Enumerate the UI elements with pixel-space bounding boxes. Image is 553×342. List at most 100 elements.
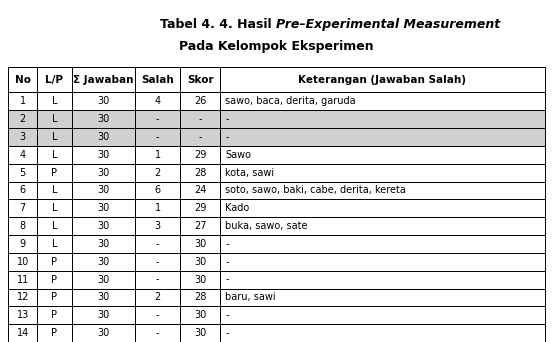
Bar [135,164,180,182]
Text: 30: 30 [97,328,109,338]
Text: Pre–Experimental Measurement: Pre–Experimental Measurement [276,18,501,31]
Bar [71,146,135,164]
Text: 30: 30 [97,203,109,213]
Text: 1: 1 [155,203,161,213]
Bar [71,164,135,182]
Bar [71,289,135,306]
Text: 30: 30 [97,257,109,267]
Bar [37,324,71,342]
Bar [135,146,180,164]
Bar [135,217,180,235]
Bar [180,67,220,92]
Bar [8,164,37,182]
Bar [71,110,135,128]
Text: 10: 10 [17,257,29,267]
Text: 30: 30 [97,150,109,160]
Bar [37,182,71,199]
Text: 6: 6 [20,185,26,195]
Text: P: P [51,328,58,338]
Bar [220,235,545,253]
Text: P: P [51,292,58,302]
Bar [8,110,37,128]
Text: Pada Kelompok Eksperimen: Pada Kelompok Eksperimen [179,40,374,53]
Bar [135,128,180,146]
Text: 30: 30 [97,168,109,177]
Bar [8,199,37,217]
Text: L: L [51,114,57,124]
Text: 8: 8 [20,221,26,231]
Text: L: L [51,132,57,142]
Text: 30: 30 [97,275,109,285]
Text: 30: 30 [194,328,206,338]
Text: L: L [51,203,57,213]
Text: buka, sawo, sate: buka, sawo, sate [225,221,307,231]
Bar [37,110,71,128]
Bar [8,92,37,110]
Text: 30: 30 [97,132,109,142]
Text: 3: 3 [155,221,161,231]
Text: 29: 29 [194,150,206,160]
Text: 26: 26 [194,96,206,106]
Bar [220,92,545,110]
Text: 2: 2 [20,114,26,124]
Text: L: L [51,150,57,160]
Text: baru, sawi: baru, sawi [225,292,276,302]
Text: 2: 2 [154,168,161,177]
Text: 30: 30 [97,221,109,231]
Text: L: L [51,185,57,195]
Bar [8,235,37,253]
Bar [135,199,180,217]
Bar [71,235,135,253]
Text: Σ Jawaban: Σ Jawaban [73,75,133,84]
Text: 12: 12 [17,292,29,302]
Text: No: No [15,75,31,84]
Bar [180,146,220,164]
Text: 30: 30 [97,96,109,106]
Bar [37,128,71,146]
Bar [220,110,545,128]
Bar [8,306,37,324]
Bar [180,271,220,289]
Text: Tabel 4. 4. Hasil: Tabel 4. 4. Hasil [160,18,276,31]
Bar [180,164,220,182]
Bar [71,182,135,199]
Bar [8,128,37,146]
Bar [71,199,135,217]
Text: 28: 28 [194,168,206,177]
Bar [37,271,71,289]
Bar [220,253,545,271]
Text: Salah: Salah [142,75,174,84]
Text: L: L [51,239,57,249]
Text: L: L [51,221,57,231]
Bar [37,235,71,253]
Bar [37,164,71,182]
Text: 28: 28 [194,292,206,302]
Text: -: - [156,275,159,285]
Text: -: - [225,257,229,267]
Text: 7: 7 [20,203,26,213]
Bar [37,217,71,235]
Bar [37,92,71,110]
Bar [135,235,180,253]
Text: L: L [51,96,57,106]
Bar [8,289,37,306]
Bar [220,289,545,306]
Text: -: - [225,239,229,249]
Bar [220,324,545,342]
Bar [180,182,220,199]
Text: 24: 24 [194,185,206,195]
Bar [180,253,220,271]
Text: -: - [156,132,159,142]
Bar [8,253,37,271]
Text: 6: 6 [155,185,161,195]
Text: 2: 2 [154,292,161,302]
Bar [180,235,220,253]
Bar [8,182,37,199]
Bar [37,67,71,92]
Text: 14: 14 [17,328,29,338]
Text: 30: 30 [97,310,109,320]
Text: 27: 27 [194,221,207,231]
Bar [180,110,220,128]
Bar [220,217,545,235]
Bar [180,324,220,342]
